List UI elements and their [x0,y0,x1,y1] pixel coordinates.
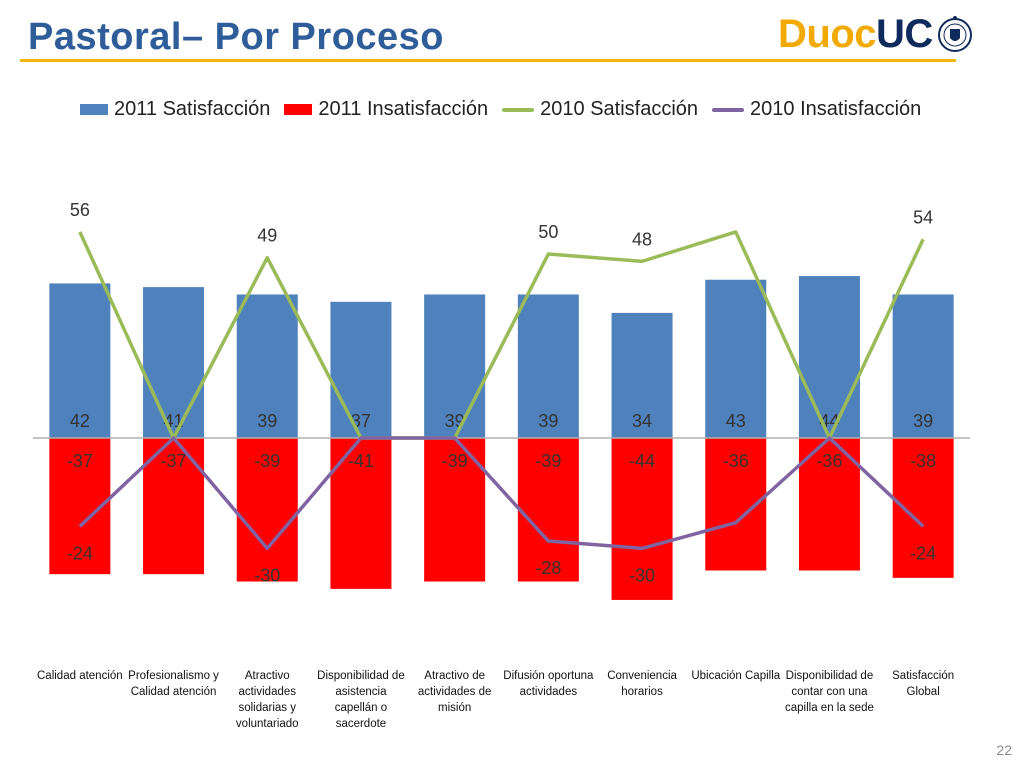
line-2010-insatisfaccion [78,436,925,551]
bar-value-label: -39 [254,451,280,471]
line-value-label: -24 [910,543,936,563]
duoc-uc-logo: Duoc UC [778,12,973,57]
legend-item-2010-insatisfaccion: 2010 Insatisfacción [712,98,921,121]
bar-2011-satisfaccion [705,279,767,438]
bar-value-label: -44 [629,451,655,471]
bar-value-label: 42 [70,411,90,431]
category-label: Disponibilidad de contar con una capilla e… [785,670,874,714]
bar-value-label: -36 [816,451,842,471]
bar-2011-satisfaccion [892,294,954,438]
university-seal-icon [937,15,972,52]
category-label: Conveniencia horarios [607,670,677,698]
line-value-label: -30 [254,565,280,585]
bar-2011-insatisfaccion [798,438,860,571]
legend-swatch-green-line [502,107,535,112]
legend-label: 2010 Insatisfacción [750,98,922,120]
bar-2011-satisfaccion [49,283,111,438]
line-value-label: -30 [629,565,655,585]
bar-value-label: 39 [257,411,277,431]
title-underline [20,59,956,62]
logo-text-duoc: Duoc [778,12,877,56]
bar-value-label: -41 [348,451,374,471]
category-label: Atractivo actividades solidarias y voluntar… [236,670,299,730]
legend-item-2010-satisfaccion: 2010 Satisfacción [502,98,698,121]
bar-value-label: 39 [538,411,558,431]
bar-value-label: -36 [723,451,749,471]
bar-2011-insatisfaccion [517,438,579,582]
page-number: 22 [996,742,1012,758]
bar-value-label: -39 [535,451,561,471]
line-value-label: 50 [538,222,558,242]
line-2010-satisfaccion [78,230,925,440]
legend-item-2011-satisfaccion: 2011 Satisfacción [80,98,270,121]
page-title: Pastoral– Por Proceso [28,16,445,58]
line-value-label: -24 [67,543,93,563]
bar-2011-insatisfaccion [611,438,673,600]
legend-swatch-purple-line [712,107,745,112]
bar-value-label: 39 [913,411,933,431]
legend-label: 2011 Satisfacción [114,98,271,120]
line-value-label: 54 [913,207,933,227]
bar-2011-satisfaccion [143,287,205,438]
bar-2011-insatisfaccion [236,438,298,582]
category-label: Calidad atención [37,670,123,682]
legend-swatch-red [284,104,313,115]
line-value-label: 49 [257,226,277,246]
category-label: Disponibilidad de asistencia capellán o sac… [317,670,405,730]
bar-value-label: 43 [726,411,746,431]
bar-value-label: 34 [632,411,652,431]
line-value-label: -28 [535,558,561,578]
category-label: Difusión oportuna actividades [503,670,594,698]
chart-legend: 2011 Satisfacción 2011 Insatisfacción 20… [80,98,935,121]
legend-label: 2011 Insatisfacción [318,98,489,120]
bar-value-label: -38 [910,451,936,471]
bar-2011-satisfaccion [798,276,860,438]
bar-value-label: -37 [161,451,187,471]
category-label: Satisfacción Global [892,670,954,698]
line-value-label: 48 [632,229,652,249]
legend-swatch-blue [80,104,108,115]
category-label: Atractivo de actividades de misión [418,670,492,714]
bar-value-label: -37 [67,451,93,471]
bar-2011-satisfaccion [424,294,486,438]
legend-label: 2010 Satisfacción [540,98,699,120]
bar-2011-satisfaccion [611,312,673,438]
legend-item-2011-insatisfaccion: 2011 Insatisfacción [284,98,488,121]
bar-2011-satisfaccion [330,301,392,438]
bar-value-label: -39 [442,451,468,471]
category-label: Profesionalismo y Calidad atención [128,670,219,698]
category-label: Ubicación Capilla [691,670,780,682]
bar-2011-satisfaccion [236,294,298,438]
bar-2011-satisfaccion [517,294,579,438]
logo-text-uc: UC [876,12,933,56]
line-value-label: 56 [70,200,90,220]
